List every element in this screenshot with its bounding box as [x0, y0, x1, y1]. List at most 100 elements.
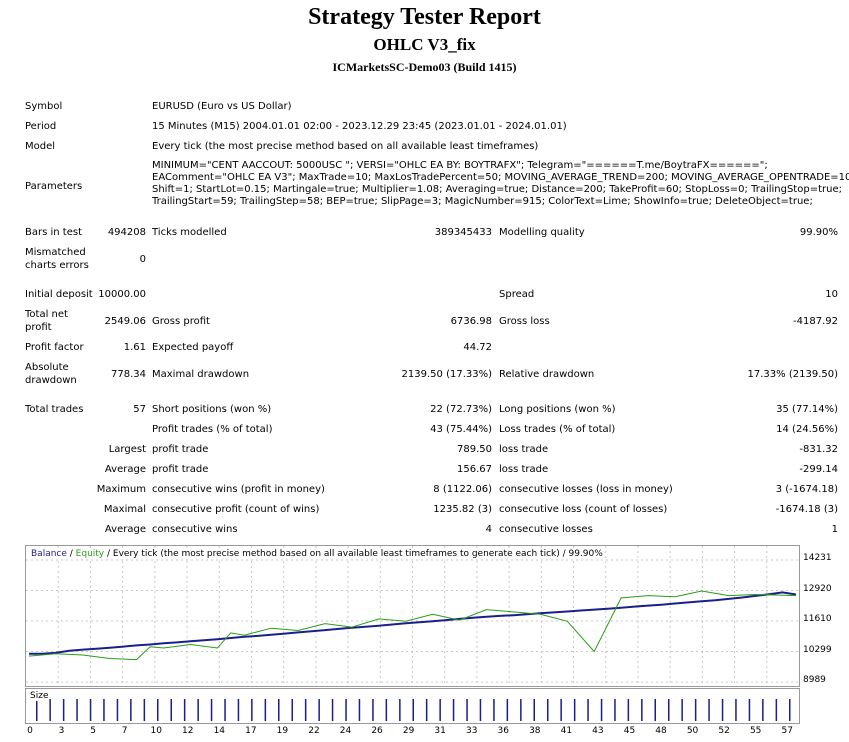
average-label: Average: [104, 464, 146, 475]
max-cons-losses-label: consecutive losses (loss in money): [499, 484, 673, 495]
loss-trades-label: Loss trades (% of total): [499, 424, 616, 435]
parameters-label: Parameters: [25, 181, 83, 192]
x-tick-label: 45: [623, 726, 636, 736]
avg-cons-wins-label: consecutive wins: [152, 524, 238, 535]
y-tick-label: 10299: [803, 644, 832, 655]
x-tick-label: 29: [402, 726, 415, 736]
net-profit-value: 2549.06: [104, 316, 146, 327]
bars-label: Bars in test: [25, 227, 82, 238]
size-bar: [62, 699, 65, 721]
short-positions-label: Short positions (won %): [152, 404, 272, 415]
size-bar: [547, 699, 549, 721]
size-bar: [762, 699, 764, 721]
size-bar-chart: Size: [25, 688, 800, 724]
model-label: Model: [25, 141, 56, 152]
size-bar: [425, 699, 428, 721]
x-tick-label: 26: [371, 726, 383, 736]
average-label: Average: [104, 524, 146, 535]
size-bar: [412, 699, 414, 721]
y-tick-label: 8989: [803, 675, 826, 685]
maximal-profit-label: consecutive profit (count of wins): [152, 504, 320, 515]
x-tick-label: 19: [276, 726, 289, 736]
size-bar: [506, 699, 509, 721]
size-bar: [331, 699, 334, 721]
rel-drawdown-label: Relative drawdown: [499, 369, 595, 380]
total-trades-value: 57: [133, 404, 146, 415]
size-bar: [627, 699, 630, 721]
period-value: 15 Minutes (M15) 2004.01.01 02:00 - 2023…: [152, 121, 567, 132]
ticks-value: 389345433: [434, 227, 492, 238]
deposit-value: 10000.00: [98, 289, 146, 300]
server-name: ICMarketsSC-Demo03 (Build 1415): [332, 60, 517, 74]
profit-trades-label: Profit trades (% of total): [152, 424, 273, 435]
quality-value: 99.90%: [799, 227, 838, 238]
size-bar: [278, 699, 280, 721]
gross-loss-value: -4187.92: [793, 316, 838, 327]
chart-legend: Balance / Equity / Every tick (the most …: [31, 549, 603, 559]
size-bar: [89, 699, 92, 721]
size-bar: [573, 699, 576, 721]
x-tick-label: 22: [308, 726, 320, 736]
x-tick-label: 38: [529, 726, 541, 736]
x-tick-label: 52: [718, 726, 730, 736]
gross-profit-value: 6736.98: [450, 316, 492, 327]
size-bar: [721, 699, 724, 721]
model-value: Every tick (the most precise method base…: [152, 141, 539, 152]
average-loss-value: -299.14: [799, 464, 838, 475]
size-bar: [654, 699, 656, 721]
x-tick-label: 31: [434, 726, 446, 736]
size-bar: [358, 699, 361, 721]
x-tick-label: 17: [245, 726, 257, 736]
avg-cons-losses-label: consecutive losses: [499, 524, 593, 535]
avg-cons-wins-value: 4: [485, 524, 492, 535]
size-bar: [251, 699, 253, 721]
size-bar: [520, 699, 522, 721]
size-bar: [116, 699, 119, 721]
x-tick-label: 57: [781, 726, 793, 736]
size-bar: [694, 699, 697, 721]
size-bar: [345, 699, 347, 721]
max-cons-losses-value: 3 (-1674.18): [775, 484, 838, 495]
maximal-label: Maximal: [103, 504, 146, 515]
parameters-line: MINIMUM="CENT AACCOUT: 5000USC "; VERSI=…: [152, 160, 768, 171]
size-bar: [708, 699, 710, 721]
x-tick-label: 0: [27, 726, 33, 736]
abs-drawdown-label: drawdown: [25, 375, 77, 386]
largest-loss-value: -831.32: [799, 444, 838, 455]
size-bar: [466, 699, 468, 721]
size-bar: [748, 699, 751, 721]
parameters-value: MINIMUM="CENT AACCOUT: 5000USC "; VERSI=…: [152, 160, 849, 208]
bars-value: 494208: [107, 227, 146, 238]
avg-cons-losses-value: 1: [831, 524, 838, 535]
x-tick-label: 36: [497, 726, 509, 736]
balance-equity-chart: Balance / Equity / Every tick (the most …: [25, 545, 800, 687]
y-tick-label: 14231: [803, 553, 832, 563]
x-tick-label: 41: [560, 726, 573, 736]
x-tick-label: 33: [465, 726, 478, 736]
size-bar: [130, 699, 132, 721]
parameters-line: TrailingStart=59; TrailingStep=58; BEP=t…: [152, 196, 813, 207]
maximal-profit-value: 1235.82 (3): [433, 504, 492, 515]
size-bar: [291, 699, 293, 721]
size-bar: [775, 699, 778, 721]
size-bar: [600, 699, 603, 721]
max-drawdown-value: 2139.50 (17.33%): [401, 369, 492, 380]
size-bar: [224, 699, 226, 721]
size-bar: [681, 699, 683, 721]
net-profit-label: Total net: [25, 309, 68, 320]
total-trades-label: Total trades: [25, 404, 84, 415]
x-tick-label: 50: [686, 726, 699, 736]
y-tick-label: 11610: [803, 614, 832, 624]
size-bar: [614, 699, 616, 721]
size-bar: [237, 699, 240, 721]
x-tick-label: 10: [150, 726, 162, 736]
mismatch-label: Mismatched: [25, 247, 86, 258]
size-bar: [49, 699, 51, 721]
x-tick-label: 48: [655, 726, 667, 736]
deposit-label: Initial deposit: [25, 289, 93, 300]
average-loss-label: loss trade: [499, 464, 549, 475]
size-bar: [439, 699, 441, 721]
size-bar: [103, 699, 105, 721]
size-label: Size: [30, 691, 49, 701]
size-bar: [183, 699, 186, 721]
